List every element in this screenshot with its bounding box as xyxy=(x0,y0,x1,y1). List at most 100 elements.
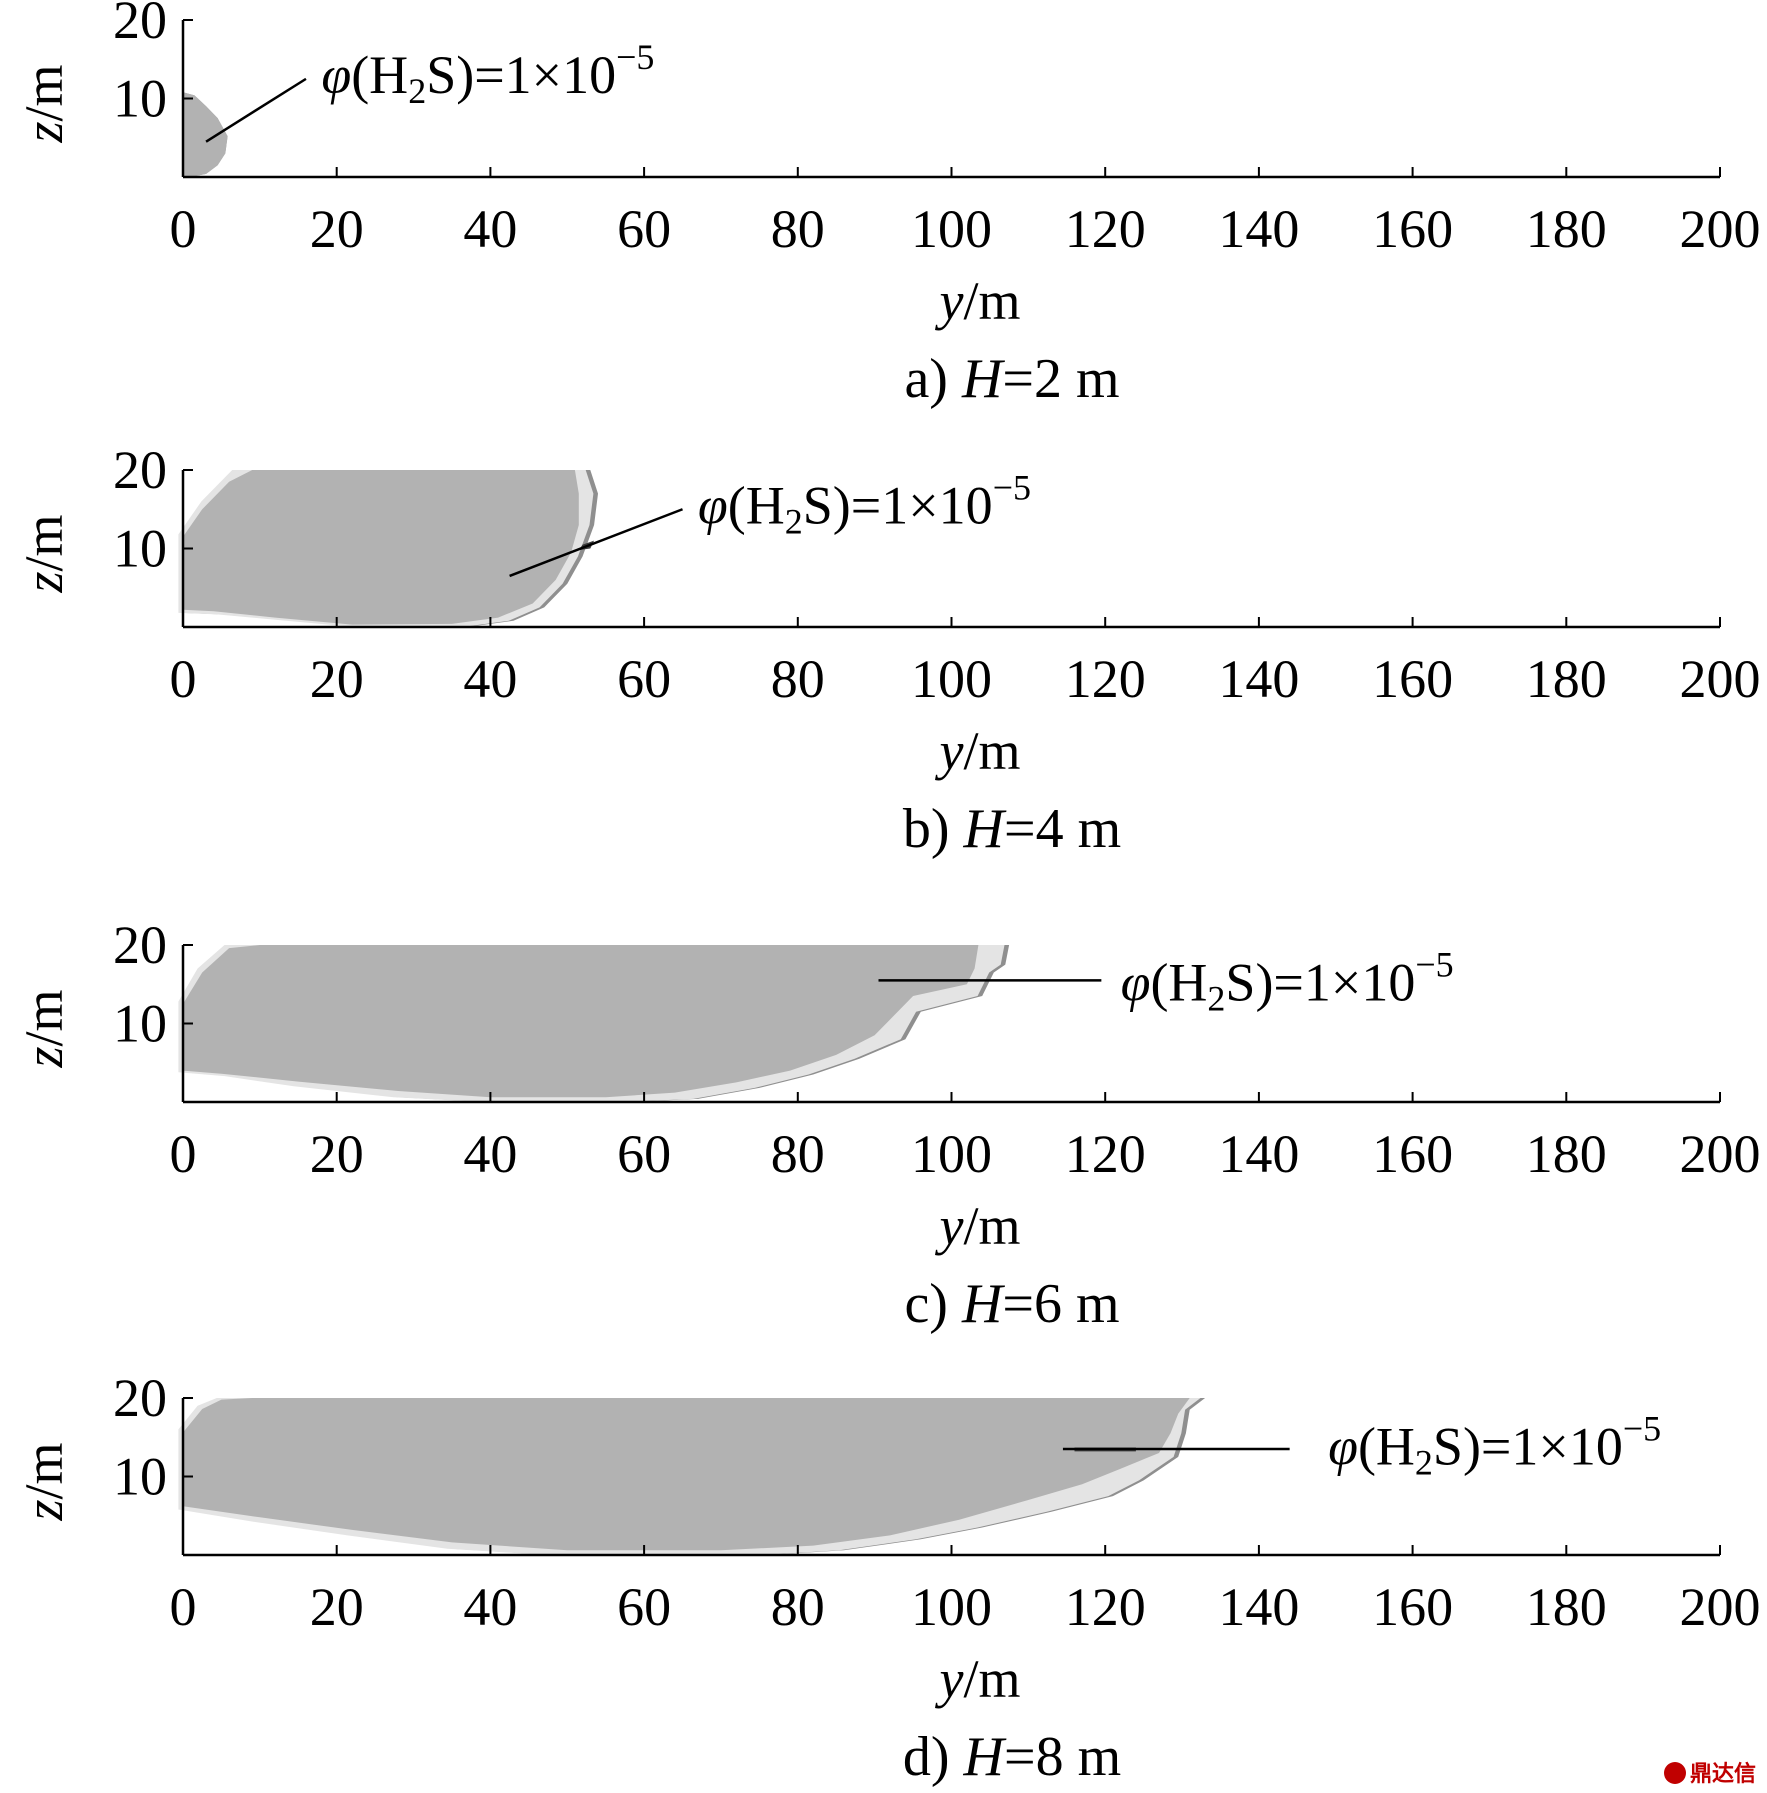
x-tick-label: 100 xyxy=(911,649,992,709)
watermark-text: 鼎达信 xyxy=(1690,1761,1756,1787)
x-axis-label: y/m xyxy=(935,721,1021,781)
x-tick-label: 0 xyxy=(170,1124,197,1184)
annotation-label: φ(H2S)=1×10−5 xyxy=(1328,1409,1661,1483)
y-tick-label: 20 xyxy=(113,0,167,50)
annotation-species: (H xyxy=(1150,953,1207,1013)
x-tick-label: 140 xyxy=(1218,649,1299,709)
x-tick-label: 200 xyxy=(1680,649,1761,709)
x-tick-label: 0 xyxy=(170,649,197,709)
y-tick-label: 10 xyxy=(113,519,167,579)
y-tick-label: 10 xyxy=(113,1447,167,1507)
x-tick-label: 80 xyxy=(771,1577,825,1637)
annotation-label: φ(H2S)=1×10−5 xyxy=(698,467,1031,541)
x-tick-label: 80 xyxy=(771,199,825,259)
x-axis-label: y/m xyxy=(935,1649,1021,1709)
x-tick-label: 180 xyxy=(1526,1124,1607,1184)
annotation-symbol: φ xyxy=(1328,1417,1358,1477)
y-tick-label: 20 xyxy=(113,915,167,975)
annotation-symbol: φ xyxy=(1121,953,1151,1013)
x-tick-label: 160 xyxy=(1372,649,1453,709)
annotation-label: φ(H2S)=1×10−5 xyxy=(321,37,654,111)
x-tick-label: 180 xyxy=(1526,1577,1607,1637)
x-tick-label: 100 xyxy=(911,199,992,259)
plume-core xyxy=(183,470,579,625)
plume-core xyxy=(183,92,228,177)
x-tick-label: 140 xyxy=(1218,199,1299,259)
x-tick-label: 120 xyxy=(1065,199,1146,259)
x-tick-label: 120 xyxy=(1065,649,1146,709)
x-axis-label: y/m xyxy=(935,1196,1021,1256)
annotation-subscript: 2 xyxy=(1415,1443,1433,1483)
y-axis-label: z/m xyxy=(14,989,74,1068)
x-tick-label: 0 xyxy=(170,199,197,259)
annotation-subscript: 2 xyxy=(1207,979,1225,1019)
x-tick-label: 20 xyxy=(310,1577,364,1637)
panel-caption: c) H=6 m xyxy=(904,1273,1119,1335)
x-tick-label: 120 xyxy=(1065,1577,1146,1637)
x-tick-label: 100 xyxy=(911,1577,992,1637)
x-tick-label: 60 xyxy=(617,1577,671,1637)
x-tick-label: 160 xyxy=(1372,199,1453,259)
panel-caption: d) H=8 m xyxy=(903,1726,1121,1788)
x-tick-label: 60 xyxy=(617,1124,671,1184)
caption-variable: H xyxy=(961,1273,1005,1335)
annotation-exponent: −5 xyxy=(1415,945,1453,985)
caption-suffix: =2 m xyxy=(1002,348,1119,410)
y-axis-variable: z xyxy=(14,122,74,144)
x-tick-label: 80 xyxy=(771,649,825,709)
x-tick-label: 100 xyxy=(911,1124,992,1184)
caption-variable: H xyxy=(961,348,1005,410)
annotation-species: (H xyxy=(728,475,785,535)
plume-core xyxy=(183,1398,1190,1551)
annotation-exponent: −5 xyxy=(993,467,1031,507)
x-tick-label: 0 xyxy=(170,1577,197,1637)
x-tick-label: 40 xyxy=(463,1577,517,1637)
x-tick-label: 140 xyxy=(1218,1577,1299,1637)
x-axis-label: y/m xyxy=(935,271,1021,331)
x-tick-label: 40 xyxy=(463,199,517,259)
caption-prefix: d) xyxy=(903,1726,964,1788)
x-tick-label: 20 xyxy=(310,649,364,709)
y-tick-label: 10 xyxy=(113,994,167,1054)
annotation-label: φ(H2S)=1×10−5 xyxy=(1121,945,1454,1019)
x-tick-label: 160 xyxy=(1372,1124,1453,1184)
x-tick-label: 140 xyxy=(1218,1124,1299,1184)
x-tick-label: 20 xyxy=(310,199,364,259)
caption-suffix: =8 m xyxy=(1004,1726,1121,1788)
y-axis-label: z/m xyxy=(14,1442,74,1521)
x-tick-label: 40 xyxy=(463,1124,517,1184)
y-axis-label: z/m xyxy=(14,64,74,143)
annotation-leader-line xyxy=(509,508,683,578)
annotation-symbol: φ xyxy=(698,475,728,535)
y-tick-label: 10 xyxy=(113,69,167,129)
y-axis-variable: z xyxy=(14,1047,74,1069)
x-axis-unit: /m xyxy=(963,1649,1020,1709)
x-tick-label: 200 xyxy=(1680,1124,1761,1184)
x-tick-label: 200 xyxy=(1680,199,1761,259)
x-tick-label: 160 xyxy=(1372,1577,1453,1637)
annotation-species: (H xyxy=(1358,1417,1415,1477)
y-axis-variable: z xyxy=(14,1500,74,1522)
annotation-leader-line xyxy=(205,77,307,143)
y-tick-label: 20 xyxy=(113,440,167,500)
caption-prefix: c) xyxy=(904,1273,962,1335)
x-tick-label: 60 xyxy=(617,649,671,709)
plume-core xyxy=(183,945,979,1098)
x-axis-variable: y xyxy=(935,271,964,331)
caption-variable: H xyxy=(963,798,1007,860)
annotation-value: S)=1×10 xyxy=(1433,1417,1623,1477)
x-tick-label: 200 xyxy=(1680,1577,1761,1637)
annotation-symbol: φ xyxy=(321,45,351,105)
caption-suffix: =4 m xyxy=(1004,798,1121,860)
y-axis-unit: /m xyxy=(14,989,74,1046)
annotation-subscript: 2 xyxy=(785,501,803,541)
x-axis-unit: /m xyxy=(963,1196,1020,1256)
annotation-exponent: −5 xyxy=(1623,1409,1661,1449)
x-tick-label: 20 xyxy=(310,1124,364,1184)
x-tick-label: 120 xyxy=(1065,1124,1146,1184)
panel-caption: a) H=2 m xyxy=(904,348,1119,410)
caption-prefix: b) xyxy=(903,798,964,860)
x-tick-label: 180 xyxy=(1526,649,1607,709)
